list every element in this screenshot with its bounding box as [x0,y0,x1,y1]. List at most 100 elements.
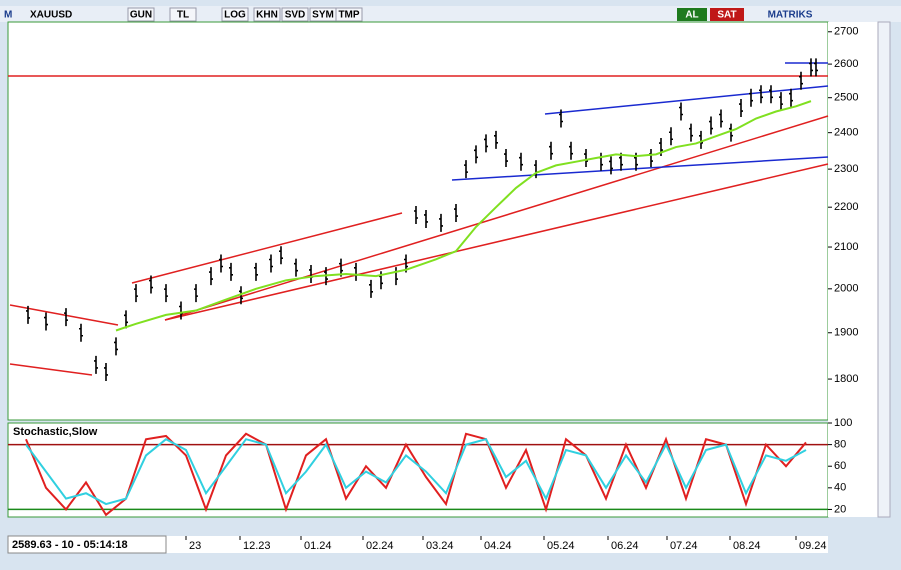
stoch-panel [7,422,829,518]
price-bar [424,209,428,228]
toolbar-button[interactable] [127,7,155,22]
y-tick-label: 2600 [834,58,858,70]
y-tick-label: 100 [834,417,852,429]
trendlines [8,62,829,376]
price-bar [729,123,733,142]
toolbar-label: LOG [224,10,246,21]
y-tick-label: 80 [834,439,846,451]
price-bar [759,85,763,104]
price-bar [519,152,523,171]
buy-label: AL [685,10,698,21]
symbol[interactable]: XAUUSD [30,10,72,21]
price-bar [279,246,283,265]
price-bar [484,134,488,153]
price-bar [809,58,813,77]
price-bar [194,284,198,303]
y-tick-label: 1800 [834,373,858,385]
toolbar-label: SYM [312,10,334,21]
x-tick-label: 23 [189,540,201,552]
x-tick-label: 08.24 [733,540,761,552]
toolbar-button[interactable] [335,7,363,22]
trend [9,363,93,376]
x-tick-label: 07.24 [670,540,698,552]
y-tick-label: 60 [834,460,846,472]
price-bar [609,156,613,175]
scrollbar[interactable] [877,21,891,518]
y-tick-label: 20 [834,503,846,515]
y-tick-label: 2500 [834,92,858,104]
trend [544,85,829,115]
toolbar-label: SVD [285,10,306,21]
price-bar [79,323,83,342]
series-line [25,432,807,517]
toolbar-label: KHN [256,10,278,21]
price-bar [689,123,693,142]
y-tick-label: 2300 [834,163,858,175]
price-bar [679,102,683,121]
price-bar [789,88,793,107]
price-bar [799,71,803,90]
price-bar [104,362,108,381]
price-bar [94,355,98,374]
price-bar [164,284,168,303]
price-bar [669,127,673,146]
price-bar [494,130,498,149]
price-bar [414,206,418,225]
price-bar [44,312,48,331]
toolbar-label: GUN [130,10,152,21]
status: 2589.63 - 10 - 05:14:18 [12,539,128,551]
price-bar [569,141,573,160]
price-bar [209,267,213,286]
price-bar [64,308,68,327]
price-bar [559,109,563,128]
series-line [25,438,807,506]
price-bar [779,92,783,111]
y-axis-area [828,22,878,517]
price-bar [294,258,298,277]
price-bar [474,145,478,164]
x-tick-label: 02.24 [366,540,394,552]
logo: M [4,10,12,21]
x-tick-label: 09.24 [799,540,827,552]
price-bar [464,160,468,179]
price-bar [269,254,273,273]
x-tick-label: 12.23 [243,540,271,552]
y-tick-label: 40 [834,482,846,494]
price-bar [134,284,138,303]
price-bar [584,149,588,168]
price-bar [124,310,128,329]
x-tick-label: 03.24 [426,540,454,552]
indicator-title: Stochastic,Slow [13,426,98,438]
price-bar [219,254,223,273]
brand: MATRIKS [768,10,813,21]
price-bar [749,88,753,107]
x-tick-label: 06.24 [611,540,639,552]
toolbar-label: TMP [338,10,359,21]
y-tick-label: 2200 [834,201,858,213]
price-bar [229,262,233,281]
price-bar [369,279,373,298]
price-bar [26,305,30,324]
sell-label: SAT [717,10,736,21]
price-bar [149,275,153,294]
x-tick-label: 05.24 [547,540,575,552]
y-tick-label: 2400 [834,127,858,139]
toolbar-button[interactable] [169,7,197,22]
x-axis-area [8,536,828,553]
status-box [7,535,167,554]
sell-button[interactable] [710,8,744,21]
price-bar [699,130,703,149]
toolbar-button[interactable] [281,7,309,22]
price-panel [7,21,829,421]
buy-button[interactable] [677,8,707,21]
y-tick-label: 2100 [834,241,858,253]
price-bar [719,109,723,128]
price-bar [254,262,258,281]
toolbar-button[interactable] [253,7,281,22]
price-bar [709,116,713,135]
toolbar-button[interactable] [221,7,249,22]
x-tick-label: 01.24 [304,540,332,552]
price-bar [114,337,118,356]
trend [164,115,829,321]
